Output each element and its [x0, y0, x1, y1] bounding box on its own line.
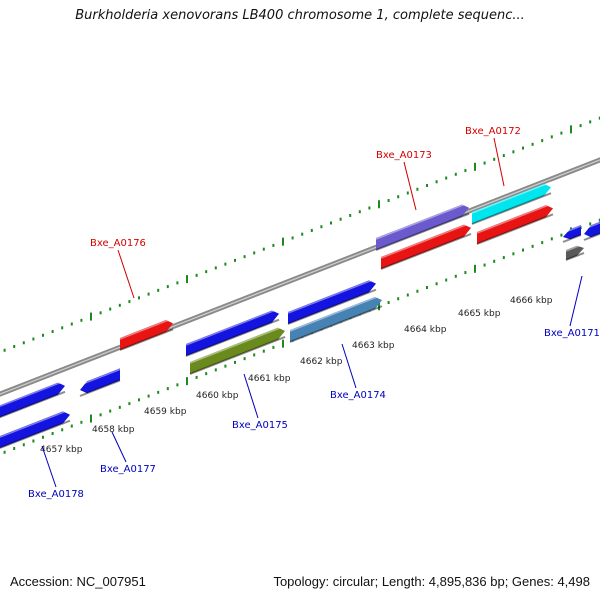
topology-label: Topology: circular; Length: 4,895,836 bp…	[273, 574, 590, 589]
gene-bxe-a0176-red-body[interactable]	[477, 205, 553, 244]
gene-unlabeled-blue-6-highlight	[583, 221, 600, 230]
gene-unlabeled-red-2[interactable]	[380, 222, 472, 270]
leader-line-bxe-a0173	[403, 161, 417, 211]
backbone-highlight	[0, 159, 600, 395]
scale-label: 4661 kbp	[248, 374, 291, 384]
scale-label: 4664 kbp	[404, 325, 447, 335]
gene-label-bxe-a0176: Bxe_A0176	[90, 238, 146, 249]
gene-unlabeled-blue-5-body[interactable]	[563, 224, 581, 240]
gene-bxe-a0172-shadow	[471, 192, 552, 225]
gene-bxe-a0172-body[interactable]	[472, 183, 551, 224]
gene-unlabeled-red-2-highlight	[380, 222, 472, 259]
gene-bxe-a0175[interactable]	[189, 325, 286, 375]
gene-bxe-a0171-shadow	[565, 252, 585, 261]
gene-bxe-a0174[interactable]	[289, 294, 383, 343]
gene-label-bxe-a0171: Bxe_A0171	[544, 328, 600, 339]
leader-line-bxe-a0176	[117, 249, 135, 299]
gene-label-bxe-a0173: Bxe_A0173	[376, 150, 432, 161]
scale-label: 4662 kbp	[300, 357, 343, 367]
leader-line-bxe-a0178	[41, 445, 57, 488]
gene-unlabeled-blue-2-body[interactable]	[288, 280, 376, 324]
gene-unlabeled-blue-5-highlight	[562, 225, 582, 234]
gene-bxe-a0173-highlight	[375, 202, 470, 240]
gene-bxe-a0171-body[interactable]	[566, 245, 584, 260]
gene-unlabeled-blue-5-shadow	[562, 234, 582, 243]
gene-bxe-a0177-highlight	[79, 368, 121, 386]
leader-line-bxe-a0177	[111, 431, 127, 463]
gene-bxe-a0176-red-highlight	[476, 202, 554, 234]
gene-unlabeled-blue-3-body[interactable]	[0, 382, 65, 425]
gene-bxe-a0172[interactable]	[471, 181, 552, 225]
gene-bxe-a0176-red-shadow	[476, 213, 554, 245]
gene-bxe-a0177[interactable]	[79, 368, 121, 397]
scale-label: 4660 kbp	[196, 391, 239, 401]
gene-bxe-a0173-shadow	[375, 212, 470, 251]
scale-label: 4659 kbp	[144, 407, 187, 417]
gene-unlabeled-red-1-shadow	[119, 328, 174, 351]
gene-label-bxe-a0178: Bxe_A0178	[28, 489, 84, 500]
leader-line-bxe-a0175	[243, 373, 259, 419]
gene-unlabeled-blue-2-highlight	[287, 277, 377, 314]
gene-unlabeled-blue-4[interactable]	[0, 409, 71, 449]
gene-unlabeled-blue-1[interactable]	[185, 308, 280, 357]
gene-bxe-a0171-highlight	[565, 243, 585, 252]
gene-unlabeled-red-1[interactable]	[119, 317, 174, 351]
gene-unlabeled-red-2-shadow	[380, 232, 472, 270]
gene-bxe-a0172-highlight	[471, 181, 552, 214]
gene-unlabeled-blue-6-shadow	[583, 232, 600, 241]
gene-unlabeled-blue-1-shadow	[185, 318, 280, 357]
gene-unlabeled-blue-1-highlight	[185, 308, 280, 346]
gene-unlabeled-blue-2[interactable]	[287, 277, 377, 325]
gene-unlabeled-blue-2-shadow	[287, 288, 377, 325]
gene-unlabeled-blue-5[interactable]	[562, 224, 582, 243]
gene-label-bxe-a0172: Bxe_A0172	[465, 126, 521, 137]
scale-label: 4666 kbp	[510, 296, 553, 306]
gene-bxe-a0175-highlight	[189, 325, 286, 364]
gene-unlabeled-blue-4-highlight	[0, 409, 71, 438]
scale-label: 4663 kbp	[352, 341, 395, 351]
gene-label-bxe-a0174: Bxe_A0174	[330, 390, 386, 401]
scale-label: 4658 kbp	[92, 425, 135, 435]
gene-label-bxe-a0177: Bxe_A0177	[100, 464, 156, 475]
gene-unlabeled-blue-4-body[interactable]	[0, 411, 70, 448]
gene-unlabeled-blue-3-highlight	[0, 380, 66, 408]
gene-unlabeled-blue-1-body[interactable]	[186, 310, 279, 356]
gene-unlabeled-red-2-body[interactable]	[381, 224, 471, 269]
gene-bxe-a0174-highlight	[289, 294, 383, 332]
gene-bxe-a0177-shadow	[79, 379, 121, 397]
gene-bxe-a0174-shadow	[289, 305, 383, 343]
gene-unlabeled-blue-3-shadow	[0, 390, 66, 419]
gene-bxe-a0173[interactable]	[375, 202, 470, 251]
accession-label: Accession: NC_007951	[10, 574, 146, 589]
scale-label: 4665 kbp	[458, 309, 501, 319]
gene-unlabeled-blue-3[interactable]	[0, 380, 66, 425]
gene-bxe-a0177-body[interactable]	[80, 368, 120, 394]
gene-bxe-a0175-shadow	[189, 336, 286, 375]
gene-bxe-a0176-red[interactable]	[476, 202, 554, 245]
gene-unlabeled-blue-6-body[interactable]	[584, 220, 600, 238]
leader-line-bxe-a0174	[341, 343, 357, 389]
leader-line-bxe-a0172	[493, 137, 505, 187]
gene-unlabeled-blue-4-shadow	[0, 419, 71, 449]
gene-bxe-a0171[interactable]	[565, 243, 585, 261]
gene-bxe-a0173-body[interactable]	[376, 204, 469, 250]
scale-label: 4657 kbp	[40, 445, 83, 455]
gene-unlabeled-red-1-body[interactable]	[120, 320, 173, 350]
sequence-title: Burkholderia xenovorans LB400 chromosome…	[75, 8, 525, 23]
leader-line-bxe-a0171	[569, 275, 583, 327]
gene-bxe-a0174-body[interactable]	[290, 296, 382, 342]
gene-unlabeled-blue-6[interactable]	[583, 220, 600, 241]
gene-unlabeled-red-1-highlight	[119, 317, 174, 340]
gene-bxe-a0175-body[interactable]	[190, 327, 285, 374]
gene-label-bxe-a0175: Bxe_A0175	[232, 420, 288, 431]
